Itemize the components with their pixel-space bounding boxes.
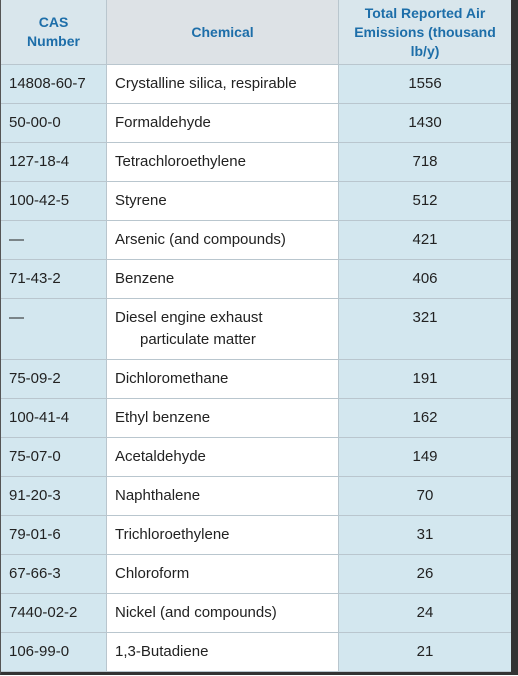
chemical-name: Chloroform <box>107 555 339 593</box>
chemical-name: Crystalline silica, respirable <box>107 65 339 103</box>
chemical-name: Formaldehyde <box>107 104 339 142</box>
cas-number: 91-20-3 <box>1 477 107 515</box>
chemical-name: Nickel (and compounds) <box>107 594 339 632</box>
chemical-name: Styrene <box>107 182 339 220</box>
chemical-name: Dichloromethane <box>107 360 339 398</box>
table-row: 50-00-0 Formaldehyde 1430 <box>1 104 511 143</box>
cas-number: 79-01-6 <box>1 516 107 554</box>
table-row: 71-43-2 Benzene 406 <box>1 260 511 299</box>
cas-number: 100-41-4 <box>1 399 107 437</box>
cas-number: 7440-02-2 <box>1 594 107 632</box>
table-row: — Arsenic (and compounds) 421 <box>1 221 511 260</box>
emissions-value: 70 <box>339 477 511 515</box>
table-row: 127-18-4 Tetrachloroethylene 718 <box>1 143 511 182</box>
table-row: 67-66-3 Chloroform 26 <box>1 555 511 594</box>
table-row: 75-07-0 Acetaldehyde 149 <box>1 438 511 477</box>
chemical-name: 1,3-Butadiene <box>107 633 339 671</box>
table-row: 14808-60-7 Crystalline silica, respirable… <box>1 65 511 104</box>
chemical-name: Naphthalene <box>107 477 339 515</box>
emissions-value: 1556 <box>339 65 511 103</box>
emissions-value: 191 <box>339 360 511 398</box>
emissions-value: 406 <box>339 260 511 298</box>
table-row: 79-01-6 Trichloroethylene 31 <box>1 516 511 555</box>
table-row: 7440-02-2 Nickel (and compounds) 24 <box>1 594 511 633</box>
header-row: CAS Number Chemical Total Reported Air E… <box>1 0 511 65</box>
cas-number: 67-66-3 <box>1 555 107 593</box>
table-row: 100-41-4 Ethyl benzene 162 <box>1 399 511 438</box>
cas-number: 14808-60-7 <box>1 65 107 103</box>
cas-number: — <box>1 221 107 259</box>
header-cell: CAS Number <box>1 0 107 64</box>
header-cell: Chemical <box>107 0 339 64</box>
cas-number: 75-09-2 <box>1 360 107 398</box>
chemical-name: Ethyl benzene <box>107 399 339 437</box>
emissions-value: 31 <box>339 516 511 554</box>
chemical-name: Tetrachloroethylene <box>107 143 339 181</box>
table-row: 100-42-5 Styrene 512 <box>1 182 511 221</box>
emissions-value: 421 <box>339 221 511 259</box>
chemical-name: Diesel engine exhaust particulate matter <box>107 299 339 359</box>
cas-number: 75-07-0 <box>1 438 107 476</box>
table-row: — Diesel engine exhaust particulate matte… <box>1 299 511 360</box>
chemical-name: Benzene <box>107 260 339 298</box>
table-row: 106-99-0 1,3-Butadiene 21 <box>1 633 511 672</box>
cas-number: 50-00-0 <box>1 104 107 142</box>
cas-number: 71-43-2 <box>1 260 107 298</box>
table-row: 75-09-2 Dichloromethane 191 <box>1 360 511 399</box>
cas-number: 127-18-4 <box>1 143 107 181</box>
cas-number: 100-42-5 <box>1 182 107 220</box>
chemical-name: Trichloroethylene <box>107 516 339 554</box>
table-row: 91-20-3 Naphthalene 70 <box>1 477 511 516</box>
emissions-value: 718 <box>339 143 511 181</box>
emissions-value: 162 <box>339 399 511 437</box>
emissions-value: 321 <box>339 299 511 359</box>
emissions-value: 149 <box>339 438 511 476</box>
emissions-value: 26 <box>339 555 511 593</box>
cas-number: — <box>1 299 107 359</box>
emissions-value: 512 <box>339 182 511 220</box>
cas-number: 106-99-0 <box>1 633 107 671</box>
emissions-value: 21 <box>339 633 511 671</box>
emissions-value: 24 <box>339 594 511 632</box>
chemical-name: Acetaldehyde <box>107 438 339 476</box>
header-cell: Total Reported Air Emissions (thousand l… <box>339 0 511 64</box>
chemical-name: Arsenic (and compounds) <box>107 221 339 259</box>
emissions-value: 1430 <box>339 104 511 142</box>
